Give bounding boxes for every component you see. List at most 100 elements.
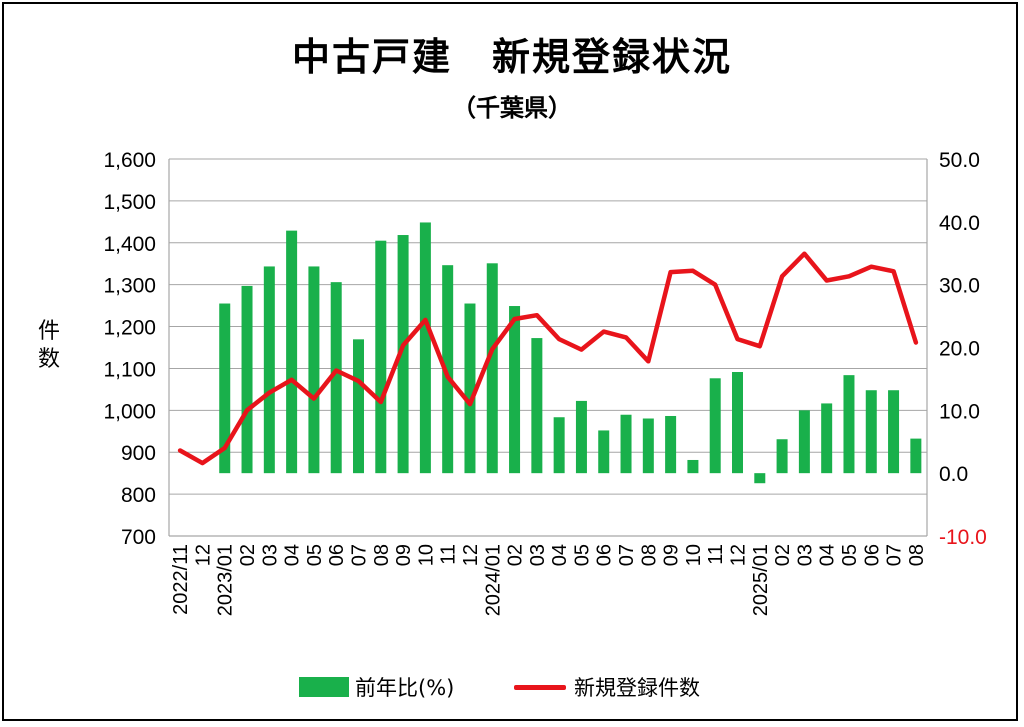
line-point bbox=[223, 446, 227, 450]
x-tick-label: 08 bbox=[906, 544, 928, 566]
line-point bbox=[691, 269, 695, 273]
line-point bbox=[200, 461, 204, 465]
y-right-tick-label: 40.0 bbox=[939, 212, 980, 235]
x-tick-label: 04 bbox=[282, 544, 304, 566]
bar bbox=[687, 459, 699, 474]
x-tick-label: 08 bbox=[371, 544, 393, 566]
bar bbox=[397, 235, 409, 474]
x-tick-label: 11 bbox=[438, 544, 460, 565]
legend-label-line: 新規登録件数 bbox=[574, 676, 700, 700]
bar bbox=[620, 414, 632, 474]
bar bbox=[888, 390, 900, 474]
bar bbox=[821, 403, 833, 474]
x-tick-label: 2022/11 bbox=[170, 544, 192, 615]
y-left-tick-label: 1,600 bbox=[103, 149, 156, 172]
bar bbox=[754, 473, 766, 484]
line-point bbox=[178, 449, 182, 453]
legend-swatch-bar bbox=[299, 677, 349, 697]
y-left-tick-label: 1,400 bbox=[103, 233, 156, 256]
x-tick-label: 09 bbox=[661, 544, 683, 566]
line-point bbox=[379, 400, 383, 404]
bar bbox=[910, 438, 922, 474]
line-point bbox=[892, 269, 896, 273]
line-point bbox=[357, 379, 360, 383]
bar bbox=[843, 375, 855, 474]
x-tick-label: 07 bbox=[616, 544, 638, 566]
bar bbox=[286, 230, 298, 474]
line-point bbox=[490, 347, 494, 351]
y-right-tick-label: 20.0 bbox=[939, 338, 980, 361]
line-point bbox=[780, 274, 784, 278]
line-point bbox=[624, 335, 628, 339]
chart-title: 中古戸建 新規登録状況 bbox=[291, 35, 732, 79]
legend-item-line: 新規登録件数 bbox=[514, 672, 700, 702]
line-point bbox=[847, 274, 851, 278]
bar bbox=[486, 263, 498, 474]
bar bbox=[531, 338, 543, 474]
x-tick-label: 12 bbox=[728, 544, 750, 566]
line-point bbox=[602, 330, 606, 334]
x-tick-label: 04 bbox=[549, 544, 571, 566]
x-tick-label: 12 bbox=[192, 544, 214, 566]
bar bbox=[263, 266, 275, 474]
legend: 前年比(%) 新規登録件数 bbox=[0, 672, 1024, 702]
line-point bbox=[579, 348, 583, 352]
x-tick-label: 09 bbox=[393, 544, 415, 566]
y-left-tick-label: 900 bbox=[121, 442, 156, 465]
x-tick-label: 05 bbox=[839, 544, 861, 566]
line-point bbox=[312, 397, 316, 401]
bar bbox=[442, 265, 454, 474]
y-left-tick-label: 700 bbox=[121, 526, 156, 549]
bar bbox=[219, 303, 231, 474]
line-point bbox=[267, 391, 271, 395]
line-point bbox=[758, 344, 762, 348]
x-tick-label: 11 bbox=[705, 544, 727, 565]
bar bbox=[241, 285, 253, 474]
x-tick-label: 08 bbox=[638, 544, 660, 566]
x-tick-label: 02 bbox=[505, 544, 527, 566]
x-tick-label: 10 bbox=[415, 544, 437, 566]
bar bbox=[464, 303, 476, 474]
x-tick-label: 03 bbox=[259, 544, 281, 566]
line-point bbox=[869, 265, 873, 269]
line-point bbox=[669, 270, 673, 274]
line-point bbox=[290, 378, 294, 382]
x-tick-label: 2025/01 bbox=[750, 544, 772, 616]
x-tick-label: 06 bbox=[861, 544, 883, 566]
line-point bbox=[646, 359, 650, 363]
x-tick-label: 02 bbox=[237, 544, 259, 566]
y-left-tick-label: 1,200 bbox=[103, 317, 156, 340]
x-tick-label: 07 bbox=[349, 544, 371, 566]
x-tick-label: 2024/01 bbox=[482, 544, 504, 616]
y-left-tick-label: 800 bbox=[121, 484, 156, 507]
line-point bbox=[557, 337, 561, 341]
line-point bbox=[736, 337, 739, 341]
bar bbox=[575, 400, 587, 474]
y-right-tick-label: 0.0 bbox=[939, 463, 968, 486]
line-point bbox=[423, 318, 427, 322]
legend-item-bar: 前年比(%) bbox=[299, 672, 454, 702]
line-point bbox=[334, 369, 338, 373]
x-tick-label: 05 bbox=[304, 544, 326, 566]
bar bbox=[598, 430, 610, 474]
line-point bbox=[713, 283, 717, 287]
line-point bbox=[245, 408, 249, 412]
x-tick-label: 10 bbox=[683, 544, 705, 566]
line-point bbox=[401, 343, 405, 347]
y-right-tick-label: 30.0 bbox=[939, 275, 980, 298]
x-tick-label: 12 bbox=[460, 544, 482, 566]
bar bbox=[732, 372, 743, 474]
x-tick-label: 2023/01 bbox=[215, 544, 237, 616]
bar bbox=[553, 417, 565, 474]
y-right-tick-label: 10.0 bbox=[939, 400, 980, 423]
legend-swatch-line bbox=[514, 684, 566, 690]
y-left-tick-label: 1,300 bbox=[103, 275, 156, 298]
bar bbox=[865, 390, 877, 474]
bar bbox=[776, 439, 788, 474]
y-right-tick-label: -10.0 bbox=[939, 526, 987, 549]
y-left-tick-label: 1,100 bbox=[103, 358, 156, 381]
bar bbox=[353, 339, 364, 474]
y-left-tick-label: 1,000 bbox=[103, 400, 156, 423]
x-tick-label: 04 bbox=[817, 544, 839, 566]
